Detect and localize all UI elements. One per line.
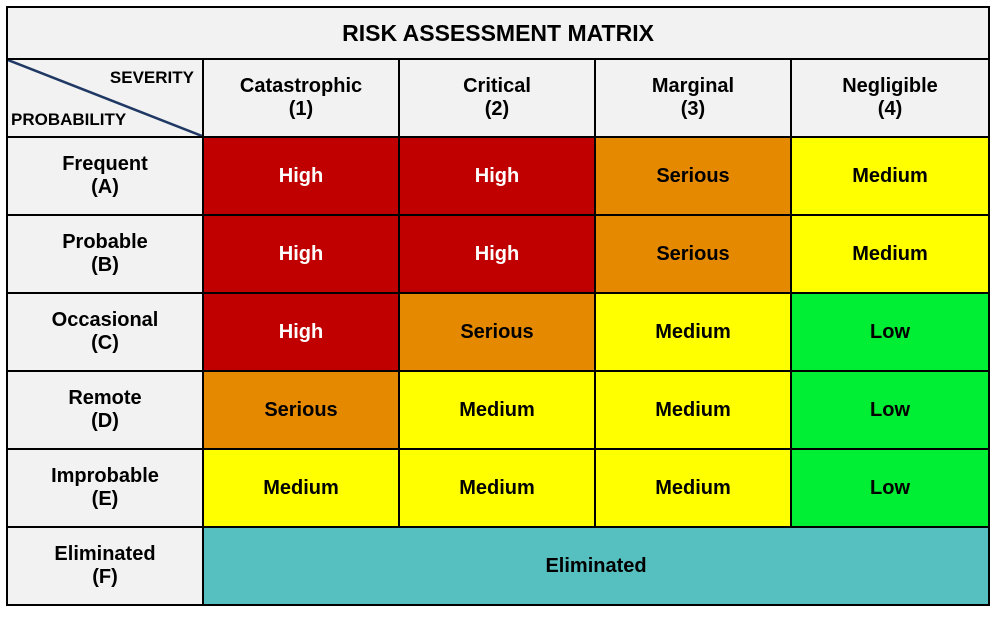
probability-row-improbable: Improbable (E) Medium Medium Medium Low bbox=[6, 448, 991, 528]
severity-code: (3) bbox=[680, 98, 706, 120]
risk-cell-high: High bbox=[202, 136, 400, 216]
probability-code: (F) bbox=[92, 566, 118, 588]
probability-row-remote: Remote (D) Serious Medium Medium Low bbox=[6, 370, 991, 450]
risk-cell-medium: Medium bbox=[594, 370, 792, 450]
probability-name: Eliminated bbox=[54, 543, 156, 565]
risk-cell-low: Low bbox=[789, 448, 991, 528]
probability-code: (D) bbox=[91, 410, 119, 432]
risk-matrix-table: RISK ASSESSMENT MATRIX SEVERITY PROBABIL… bbox=[5, 6, 991, 606]
risk-cell-medium: Medium bbox=[594, 292, 792, 372]
probability-row-frequent: Frequent (A) High High Serious Medium bbox=[6, 136, 991, 216]
risk-cell-medium: Medium bbox=[398, 448, 596, 528]
probability-header-improbable: Improbable (E) bbox=[6, 448, 204, 528]
probability-row-occasional: Occasional (C) High Serious Medium Low bbox=[6, 292, 991, 372]
probability-header-occasional: Occasional (C) bbox=[6, 292, 204, 372]
risk-cell-medium: Medium bbox=[789, 214, 991, 294]
severity-header-marginal: Marginal (3) bbox=[594, 58, 792, 138]
corner-cell: SEVERITY PROBABILITY bbox=[6, 58, 204, 138]
severity-axis-label: SEVERITY bbox=[109, 68, 194, 87]
risk-cell-medium: Medium bbox=[594, 448, 792, 528]
probability-header-remote: Remote (D) bbox=[6, 370, 204, 450]
severity-code: (4) bbox=[877, 98, 903, 120]
risk-cell-eliminated: Eliminated bbox=[201, 526, 991, 606]
risk-cell-high: High bbox=[202, 292, 400, 372]
probability-row-eliminated: Eliminated (F) Eliminated bbox=[6, 526, 991, 606]
probability-name: Remote bbox=[68, 387, 142, 409]
severity-name: Negligible bbox=[842, 75, 938, 97]
risk-cell-high: High bbox=[398, 214, 596, 294]
risk-cell-low: Low bbox=[789, 292, 991, 372]
severity-header-negligible: Negligible (4) bbox=[789, 58, 991, 138]
severity-code: (1) bbox=[288, 98, 314, 120]
risk-cell-medium: Medium bbox=[789, 136, 991, 216]
severity-name: Marginal bbox=[651, 75, 735, 97]
probability-code: (C) bbox=[91, 332, 119, 354]
title-row: RISK ASSESSMENT MATRIX bbox=[5, 6, 991, 60]
severity-header-row: SEVERITY PROBABILITY Catastrophic (1) Crit… bbox=[6, 58, 991, 138]
risk-cell-high: High bbox=[202, 214, 400, 294]
severity-code: (2) bbox=[484, 98, 510, 120]
severity-name: Critical bbox=[463, 75, 531, 97]
corner-diagonal-line bbox=[8, 60, 202, 136]
risk-cell-low: Low bbox=[789, 370, 991, 450]
risk-cell-serious: Serious bbox=[594, 214, 792, 294]
probability-name: Improbable bbox=[51, 465, 159, 487]
severity-header-catastrophic: Catastrophic (1) bbox=[202, 58, 400, 138]
probability-code: (E) bbox=[91, 488, 119, 510]
probability-name: Frequent bbox=[62, 153, 148, 175]
probability-name: Probable bbox=[62, 231, 148, 253]
probability-code: (B) bbox=[91, 254, 119, 276]
probability-row-probable: Probable (B) High High Serious Medium bbox=[6, 214, 991, 294]
severity-header-critical: Critical (2) bbox=[398, 58, 596, 138]
risk-cell-medium: Medium bbox=[398, 370, 596, 450]
risk-cell-high: High bbox=[398, 136, 596, 216]
risk-cell-serious: Serious bbox=[202, 370, 400, 450]
matrix-title: RISK ASSESSMENT MATRIX bbox=[5, 6, 991, 60]
probability-code: (A) bbox=[91, 176, 119, 198]
severity-name: Catastrophic bbox=[239, 75, 363, 97]
risk-cell-serious: Serious bbox=[398, 292, 596, 372]
probability-header-eliminated: Eliminated (F) bbox=[6, 526, 204, 606]
probability-header-probable: Probable (B) bbox=[6, 214, 204, 294]
probability-axis-label: PROBABILITY bbox=[11, 110, 127, 129]
risk-cell-medium: Medium bbox=[202, 448, 400, 528]
probability-name: Occasional bbox=[51, 309, 159, 331]
risk-cell-serious: Serious bbox=[594, 136, 792, 216]
probability-header-frequent: Frequent (A) bbox=[6, 136, 204, 216]
